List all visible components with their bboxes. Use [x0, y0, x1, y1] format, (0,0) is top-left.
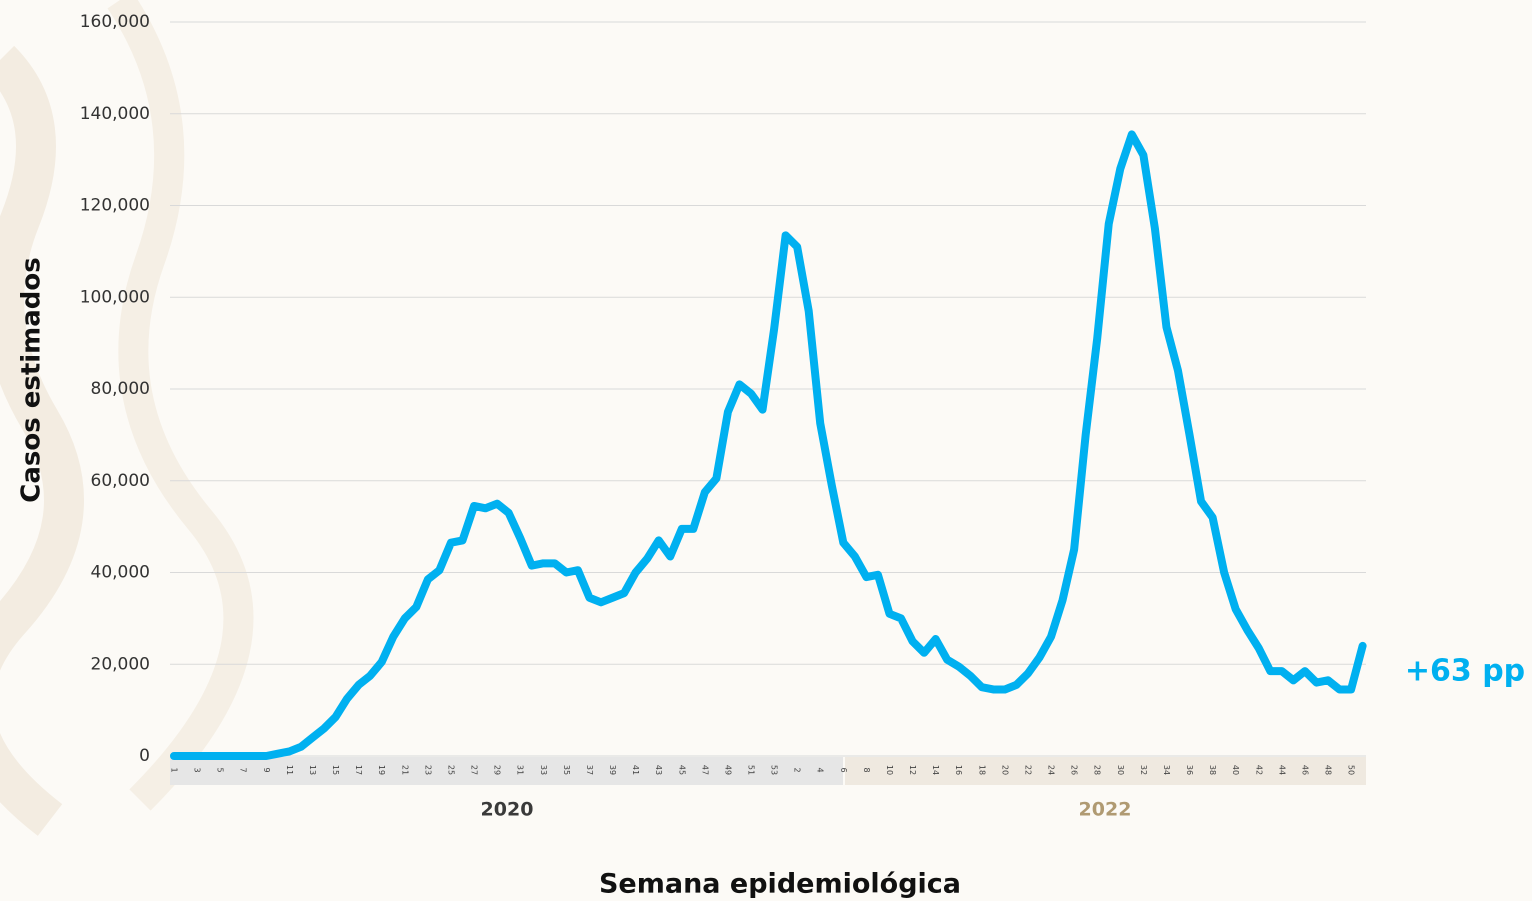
x-tick-label: 4 [816, 767, 825, 772]
y-tick-label: 160,000 [80, 12, 150, 32]
x-tick-label: 25 [446, 765, 455, 775]
x-tick-label: 35 [562, 765, 571, 775]
x-tick-label: 33 [539, 765, 548, 775]
y-tick-label: 140,000 [80, 104, 150, 124]
x-tick-label: 46 [1300, 765, 1309, 775]
page: {"chart_data": { "type": "line", "y_labe… [0, 0, 1532, 901]
y-tick-label: 40,000 [91, 563, 150, 583]
x-tick-label: 10 [885, 765, 894, 775]
x-tick-label: 13 [308, 765, 317, 775]
y-tick-label: 100,000 [80, 287, 150, 307]
x-tick-label: 51 [747, 765, 756, 775]
x-tick-label: 44 [1277, 765, 1286, 775]
x-tick-label: 21 [400, 765, 409, 775]
y-tick-label: 120,000 [80, 196, 150, 216]
x-tick-label: 18 [977, 765, 986, 775]
x-tick-label: 27 [470, 765, 479, 775]
x-tick-label: 48 [1324, 765, 1333, 775]
x-tick-label: 39 [608, 765, 617, 775]
x-tick-label: 32 [1139, 765, 1148, 775]
x-tick-label: 53 [770, 765, 779, 775]
x-tick-label: 38 [1208, 765, 1217, 775]
x-tick-label: 3 [193, 767, 202, 772]
x-tick-label: 17 [354, 765, 363, 775]
x-tick-label: 29 [493, 765, 502, 775]
x-axis-label: Semana epidemiológica [599, 869, 961, 900]
x-tick-label: 12 [908, 765, 917, 775]
x-tick-label: 5 [216, 767, 225, 772]
x-tick-label: 23 [423, 765, 432, 775]
x-tick-label: 20 [1000, 765, 1009, 775]
x-tick-label: 31 [516, 765, 525, 775]
x-tick-label: 40 [1231, 765, 1240, 775]
x-tick-label: 1 [170, 767, 179, 772]
x-tick-label: 7 [239, 767, 248, 772]
y-tick-label: 80,000 [91, 379, 150, 399]
y-tick-label: 20,000 [91, 654, 150, 674]
x-tick-label: 19 [377, 765, 386, 775]
y-tick-label: 0 [139, 746, 150, 766]
y-axis-label: Casos estimados [17, 257, 47, 503]
x-tick-label: 28 [1093, 765, 1102, 775]
year-band [845, 757, 1366, 785]
year-label: 2020 [481, 799, 534, 821]
x-tick-label: 50 [1347, 765, 1356, 775]
x-tick-label: 16 [954, 765, 963, 775]
x-tick-label: 36 [1185, 765, 1194, 775]
x-tick-label: 6 [839, 767, 848, 772]
x-tick-label: 45 [677, 765, 686, 775]
x-tick-label: 11 [285, 765, 294, 775]
x-tick-label: 26 [1070, 765, 1079, 775]
annotation: +63 pp [1405, 654, 1525, 689]
x-tick-label: 37 [585, 765, 594, 775]
x-tick-label: 42 [1254, 765, 1263, 775]
x-tick-label: 47 [700, 765, 709, 775]
x-tick-label: 8 [862, 767, 871, 772]
x-tick-label: 9 [262, 767, 271, 772]
x-tick-label: 15 [331, 765, 340, 775]
year-label: 2022 [1079, 799, 1132, 821]
x-tick-label: 30 [1116, 765, 1125, 775]
x-tick-label: 22 [1023, 765, 1032, 775]
x-tick-label: 14 [931, 765, 940, 775]
x-tick-label: 43 [654, 765, 663, 775]
x-tick-label: 24 [1047, 765, 1056, 775]
chart: Casos estimados Semana epidemiológica +6… [0, 0, 1532, 901]
x-tick-label: 34 [1162, 765, 1171, 775]
y-tick-label: 60,000 [91, 471, 150, 491]
x-tick-label: 49 [723, 765, 732, 775]
x-tick-label: 41 [631, 765, 640, 775]
x-tick-label: 2 [793, 767, 802, 772]
